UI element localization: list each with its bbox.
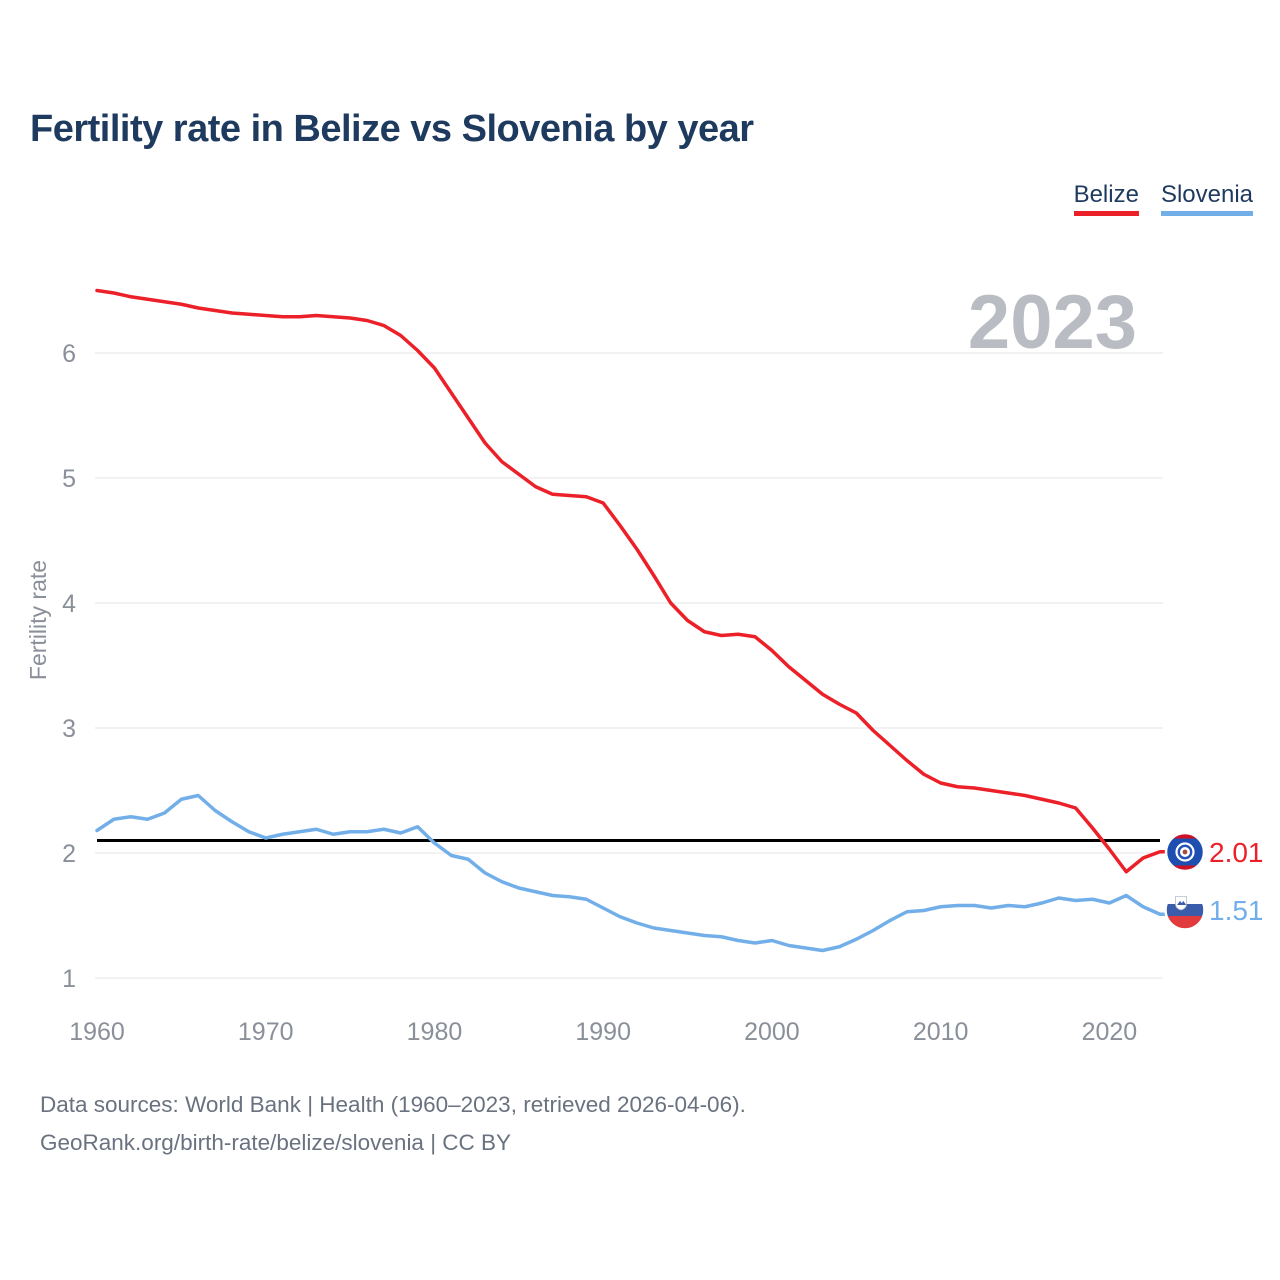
series-line-belize — [95, 288, 1172, 874]
x-tick-label: 2000 — [744, 1018, 800, 1046]
x-tick-label: 1960 — [69, 1018, 125, 1046]
x-tick-label: 1990 — [575, 1018, 631, 1046]
slovenia-flag-icon — [1164, 889, 1206, 931]
page-title: Fertility rate in Belize vs Slovenia by … — [30, 108, 754, 150]
legend: Belize Slovenia — [1073, 181, 1253, 217]
y-tick-label: 5 — [62, 465, 76, 493]
belize-end-value: 2.01 — [1209, 837, 1264, 868]
x-tick-label: 2020 — [1082, 1018, 1138, 1046]
y-tick-label: 4 — [62, 590, 76, 618]
year-watermark: 2023 — [968, 280, 1137, 365]
legend-item-slovenia[interactable]: Slovenia — [1160, 181, 1253, 217]
x-tick-label: 2010 — [913, 1018, 969, 1046]
x-tick-label: 1980 — [407, 1018, 463, 1046]
y-tick-label: 3 — [62, 715, 76, 743]
footer-attribution: GeoRank.org/birth-rate/belize/slovenia |… — [40, 1130, 512, 1155]
x-tick-label: 1970 — [238, 1018, 294, 1046]
y-tick-label: 2 — [62, 840, 76, 868]
footer-sources: Data sources: World Bank | Health (1960–… — [40, 1092, 746, 1117]
series-line-slovenia — [95, 793, 1172, 953]
plot-area: 1 2 3 4 5 6 1960 1970 1980 1990 2000 2010 2020 — [62, 288, 1172, 1046]
y-axis-title: Fertility rate — [25, 560, 51, 680]
y-tick-label: 1 — [62, 965, 76, 993]
slovenia-end-value: 1.51 — [1209, 895, 1264, 926]
belize-flag-icon — [1164, 831, 1206, 873]
legend-item-belize[interactable]: Belize — [1073, 181, 1139, 217]
y-tick-label: 6 — [62, 340, 76, 368]
footer: Data sources: World Bank | Health (1960–… — [40, 1086, 746, 1162]
